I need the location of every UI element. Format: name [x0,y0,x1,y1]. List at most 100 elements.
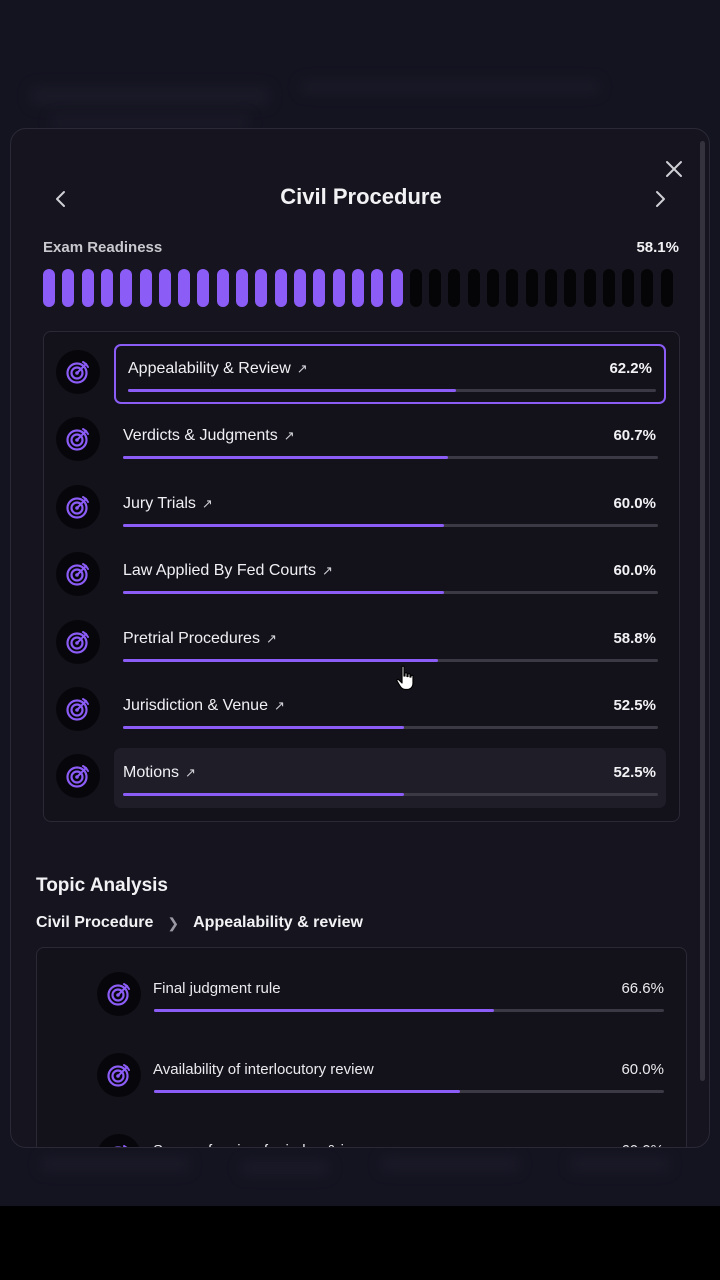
external-link-arrow-icon: ↗ [273,698,285,713]
target-badge [56,350,100,394]
previous-topic-button[interactable] [49,187,73,211]
close-button[interactable] [662,157,686,181]
target-icon [107,983,130,1006]
subtopic-progress-track [123,591,658,595]
subtopic-label[interactable]: Law Applied By Fed Courts ↗ [123,562,333,580]
subtopic-label[interactable]: Jury Trials ↗ [123,494,213,512]
topic-analysis-title: Topic Analysis [36,875,168,896]
mouse-pointer-hand-icon [396,665,414,691]
subtopic-row[interactable]: Appealability & Review ↗ 62.2% [44,344,679,404]
subtopic-card[interactable]: Verdicts & Judgments ↗ 60.7% [114,411,666,471]
subtopic-row[interactable]: Verdicts & Judgments ↗ 60.7% [44,411,679,471]
readiness-segment [197,269,210,307]
topic-row[interactable]: Final judgment rule 66.6% [37,970,686,1030]
subtopic-row[interactable]: Jurisdiction & Venue ↗ 52.5% [44,681,679,741]
target-badge [56,552,100,597]
target-icon [66,428,89,451]
readiness-segment [43,269,55,307]
readiness-segment [62,269,75,307]
subtopic-label[interactable]: Pretrial Procedures ↗ [123,629,277,647]
readiness-segment [429,269,442,307]
target-badge [97,972,141,1016]
subtopic-percent: 52.5% [613,697,656,714]
subtopic-card[interactable]: Motions ↗ 52.5% [114,748,666,809]
backdrop-blur [570,1156,670,1172]
readiness-segment [371,269,384,307]
target-badge [56,417,100,462]
subtopic-progress-track [123,726,658,729]
readiness-segment [467,269,480,307]
topic-label: Final judgment rule [153,980,281,997]
subtopic-percent: 60.0% [613,562,656,580]
subtopic-percent: 60.0% [613,494,656,512]
external-link-arrow-icon: ↗ [283,428,295,444]
readiness-segment [236,269,248,307]
topic-progress-track [154,1009,664,1012]
backdrop-blur [50,115,250,129]
subtopic-label[interactable]: Appealability & Review ↗ [128,360,308,377]
subtopic-percent: 52.5% [613,764,656,782]
readiness-segment [274,269,287,307]
chevron-left-icon [56,191,65,207]
subtopic-progress-fill [123,456,448,460]
readiness-segment [660,269,673,307]
topic-row[interactable]: Availability of interlocutory review 60.0… [37,1051,686,1111]
next-topic-button[interactable] [648,187,672,211]
breadcrumb-root[interactable]: Civil Procedure [36,914,154,931]
topic-percent: 60.0% [621,1061,664,1078]
readiness-segment [448,269,461,307]
readiness-segment [602,269,615,307]
readiness-segment [178,269,191,307]
target-icon [66,361,89,384]
target-icon [66,495,89,519]
subtopic-row[interactable]: Law Applied By Fed Courts ↗ 60.0% [44,546,679,606]
readiness-segment [351,269,364,307]
readiness-segment [583,269,596,307]
target-icon [107,1064,130,1087]
subtopic-label[interactable]: Jurisdiction & Venue ↗ [123,697,285,714]
subtopic-card[interactable]: Pretrial Procedures ↗ 58.8% [114,614,666,674]
subtopic-progress-fill [123,726,404,729]
subtopic-progress-track [123,793,658,797]
target-badge [97,1053,141,1097]
readiness-segment [158,269,171,307]
target-badge [56,484,100,529]
readiness-segment [313,269,326,307]
readiness-segment [100,269,113,307]
readiness-segment [525,269,538,307]
subtopic-card[interactable]: Jury Trials ↗ 60.0% [114,479,666,539]
subtopic-card[interactable]: Jurisdiction & Venue ↗ 52.5% [114,681,666,741]
external-link-arrow-icon: ↗ [296,361,308,376]
readiness-segment [564,269,577,307]
target-badge [56,619,100,664]
subtopic-row[interactable]: Motions ↗ 52.5% [44,748,679,809]
subtopic-card[interactable]: Law Applied By Fed Courts ↗ 60.0% [114,546,666,606]
subtopic-progress-fill [123,658,438,662]
subtopic-percent: 58.8% [613,629,656,647]
readiness-segment [487,269,499,307]
subtopic-row[interactable]: Jury Trials ↗ 60.0% [44,479,679,539]
readiness-segment [622,269,635,307]
modal-scrollbar[interactable] [700,141,705,1081]
readiness-segment [139,269,152,307]
topic-row[interactable]: Scope of review for judge & jury 60.0% [37,1132,686,1147]
subtopic-progress-fill [123,793,404,797]
bottom-bar [0,1206,720,1280]
topic-label: Availability of interlocutory review [153,1061,374,1078]
external-link-arrow-icon: ↗ [201,495,213,511]
breadcrumb: Civil Procedure ❯ Appealability & review [36,914,363,932]
subtopic-progress-track [123,523,658,527]
subtopic-row[interactable]: Pretrial Procedures ↗ 58.8% [44,614,679,674]
topic-label: Scope of review for judge & jury [153,1142,365,1147]
subtopic-label[interactable]: Verdicts & Judgments ↗ [123,427,295,445]
readiness-segment [390,269,403,307]
topic-percent: 66.6% [621,980,664,997]
readiness-segment [506,269,519,307]
topic-percent: 60.0% [621,1142,664,1147]
subtopic-progress-fill [128,389,457,392]
target-badge [56,687,100,731]
subtopic-card[interactable]: Appealability & Review ↗ 62.2% [114,344,666,404]
readiness-segment [544,269,557,307]
subtopic-progress-track [128,389,656,392]
subtopic-label[interactable]: Motions ↗ [123,764,196,782]
